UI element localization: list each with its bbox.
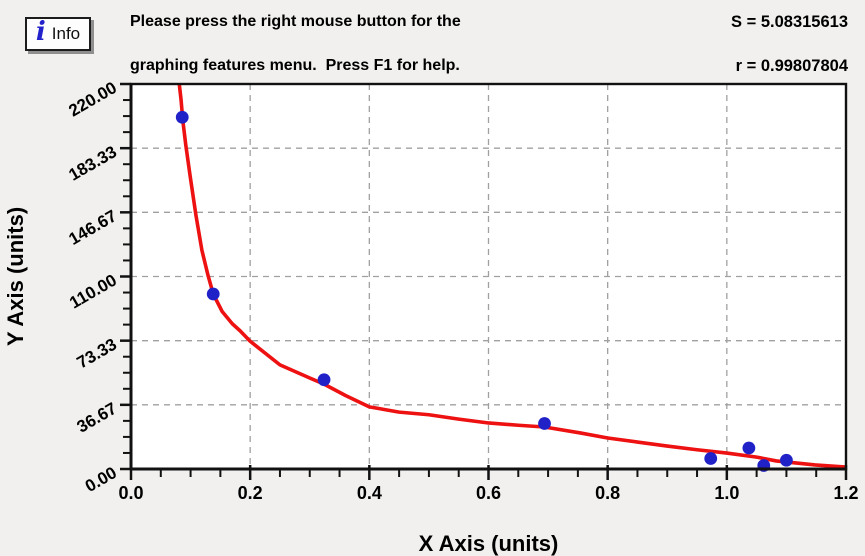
y-tick-label: 36.67 — [74, 399, 120, 437]
y-tick-label: 0.00 — [82, 463, 120, 496]
x-tick-label: 1.0 — [714, 483, 739, 503]
stat-correlation: r = 0.99807804 — [735, 57, 848, 75]
y-tick-label: 110.00 — [66, 271, 120, 313]
data-point — [175, 110, 189, 124]
instruction-message: Please press the right mouse button for … — [130, 11, 461, 77]
info-button[interactable]: i Info — [25, 17, 91, 51]
data-point — [742, 441, 756, 455]
y-tick-label: 73.33 — [74, 335, 120, 373]
y-tick-label: 146.67 — [65, 206, 120, 248]
info-button-label: Info — [51, 24, 81, 43]
fit-curve — [177, 84, 846, 469]
x-tick-label: 0.6 — [476, 483, 501, 503]
data-point — [206, 287, 220, 301]
data-point — [538, 417, 551, 430]
x-tick-label: 1.2 — [833, 483, 858, 503]
x-axis-title: X Axis (units) — [419, 531, 559, 556]
stat-standard-error: S = 5.08315613 — [731, 13, 848, 31]
instruction-line-2: graphing features menu. Press F1 for hel… — [130, 57, 460, 74]
info-icon: i — [35, 17, 46, 47]
fit-statistics: S = 5.08315613 r = 0.99807804 — [731, 11, 848, 77]
data-point — [317, 373, 331, 387]
instruction-line-1: Please press the right mouse button for … — [130, 13, 461, 30]
x-tick-label: 0.2 — [238, 483, 263, 503]
y-tick-label: 220.00 — [65, 78, 120, 120]
x-tick-label: 0.0 — [118, 483, 143, 503]
x-tick-label: 0.4 — [357, 483, 382, 503]
data-point — [780, 453, 793, 467]
y-axis-title: Y Axis (units) — [3, 207, 28, 346]
y-tick-label: 183.33 — [65, 142, 120, 184]
x-tick-label: 0.8 — [595, 483, 620, 503]
data-point — [704, 452, 718, 465]
